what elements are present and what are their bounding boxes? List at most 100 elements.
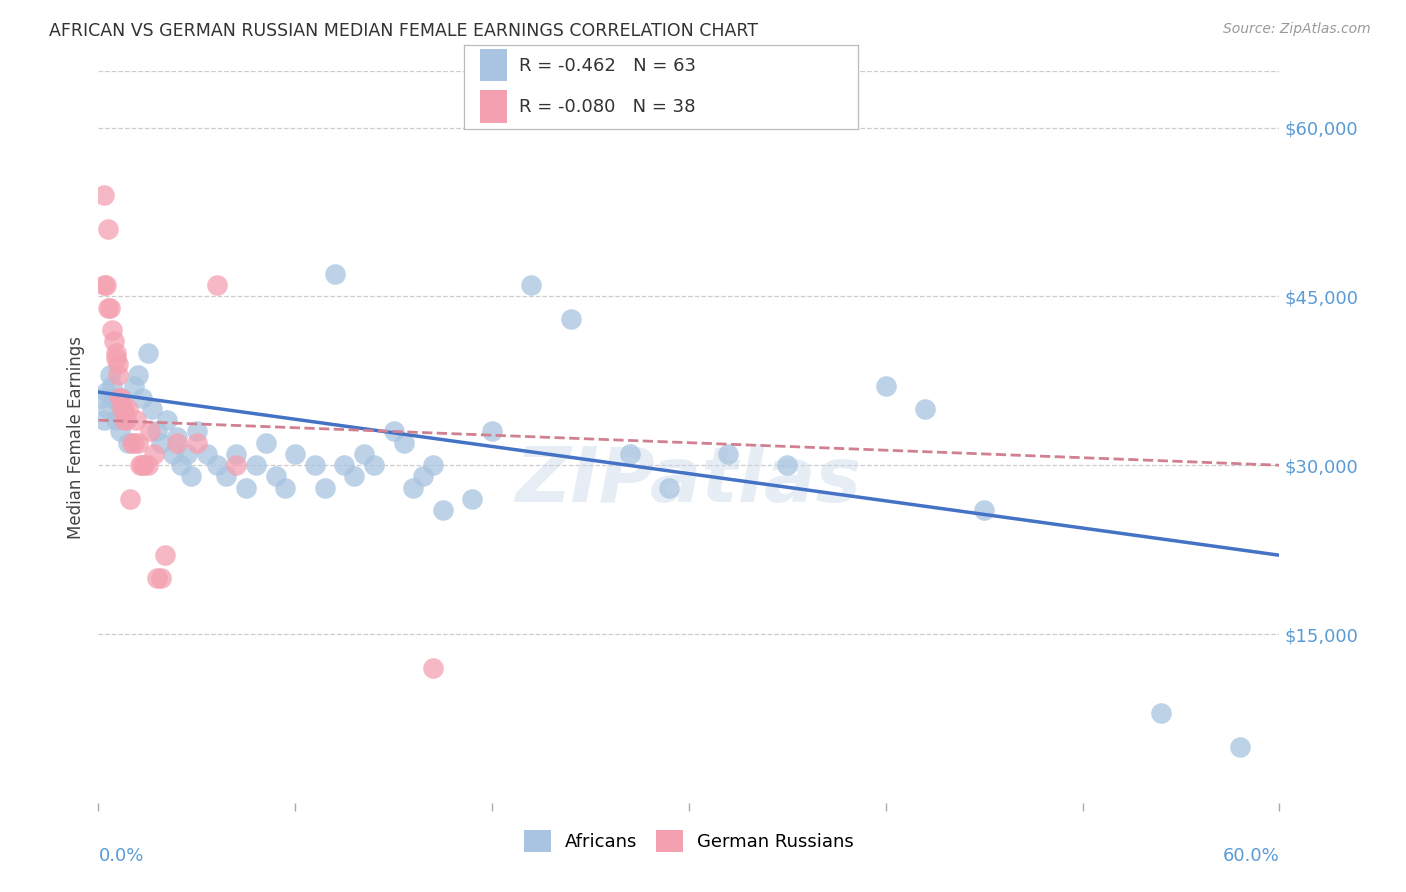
Point [1150, 706, 1173, 720]
Point [619, 447, 641, 461]
Point [264, 469, 287, 483]
Point [141, 401, 163, 416]
Point [156, 413, 179, 427]
FancyBboxPatch shape [479, 49, 508, 81]
Point [166, 430, 188, 444]
Point [382, 425, 405, 439]
Point [162, 447, 184, 461]
Point [136, 345, 159, 359]
Point [105, 413, 128, 427]
Point [1229, 739, 1251, 754]
Point [105, 345, 128, 359]
Point [108, 391, 131, 405]
Point [215, 469, 238, 483]
Point [125, 413, 148, 427]
Point [333, 458, 356, 473]
Point [96, 278, 118, 293]
Point [304, 458, 326, 473]
Point [973, 503, 995, 517]
Point [274, 481, 297, 495]
Point [412, 469, 434, 483]
Point [245, 458, 267, 473]
Point [127, 435, 149, 450]
FancyBboxPatch shape [479, 90, 508, 122]
Point [205, 458, 228, 473]
Point [875, 379, 897, 393]
Point [105, 351, 128, 366]
Point [776, 458, 799, 473]
Text: 60.0%: 60.0% [1223, 847, 1279, 864]
Point [136, 458, 159, 473]
Point [155, 548, 177, 562]
Point [717, 447, 740, 461]
Text: ZIPatlas: ZIPatlas [516, 444, 862, 518]
Point [402, 481, 425, 495]
Legend: Africans, German Russians: Africans, German Russians [516, 823, 862, 860]
Point [254, 435, 277, 450]
Point [353, 447, 375, 461]
Point [186, 435, 208, 450]
Point [112, 408, 135, 422]
Point [108, 425, 131, 439]
Point [97, 301, 120, 315]
Point [107, 368, 129, 383]
Point [118, 491, 141, 506]
Point [138, 425, 160, 439]
Point [225, 447, 247, 461]
Point [103, 391, 125, 405]
Text: AFRICAN VS GERMAN RUSSIAN MEDIAN FEMALE EARNINGS CORRELATION CHART: AFRICAN VS GERMAN RUSSIAN MEDIAN FEMALE … [49, 22, 758, 40]
Point [101, 379, 124, 393]
Point [195, 447, 218, 461]
Point [314, 481, 336, 495]
Point [235, 481, 257, 495]
Point [98, 301, 121, 315]
Point [128, 458, 150, 473]
Point [914, 401, 936, 416]
Y-axis label: Median Female Earnings: Median Female Earnings [66, 335, 84, 539]
Text: Source: ZipAtlas.com: Source: ZipAtlas.com [1223, 22, 1371, 37]
Point [422, 661, 444, 675]
Point [127, 368, 149, 383]
Point [225, 458, 247, 473]
Point [108, 391, 131, 405]
Point [97, 222, 120, 236]
Point [146, 425, 169, 439]
Point [481, 425, 503, 439]
Point [131, 458, 153, 473]
Point [117, 435, 139, 450]
Point [166, 435, 188, 450]
Point [284, 447, 307, 461]
Point [170, 458, 193, 473]
Point [107, 396, 129, 410]
Point [93, 278, 115, 293]
Point [658, 481, 681, 495]
Point [150, 435, 173, 450]
Point [520, 278, 543, 293]
Point [180, 469, 202, 483]
Point [101, 323, 124, 337]
Point [115, 413, 138, 427]
Point [111, 401, 134, 416]
Point [205, 278, 228, 293]
Point [146, 571, 169, 585]
Point [461, 491, 484, 506]
Point [112, 401, 135, 416]
Point [363, 458, 385, 473]
Point [122, 379, 145, 393]
Point [93, 188, 115, 202]
Text: R = -0.080   N = 38: R = -0.080 N = 38 [519, 98, 696, 116]
Point [422, 458, 444, 473]
Text: R = -0.462   N = 63: R = -0.462 N = 63 [519, 57, 696, 75]
Point [111, 391, 134, 405]
Point [150, 571, 173, 585]
Point [122, 435, 145, 450]
Point [392, 435, 415, 450]
Point [93, 413, 115, 427]
Text: 0.0%: 0.0% [98, 847, 143, 864]
Point [121, 435, 143, 450]
Point [323, 267, 346, 281]
Point [343, 469, 366, 483]
Point [91, 391, 114, 405]
Point [103, 334, 125, 349]
Point [186, 425, 208, 439]
